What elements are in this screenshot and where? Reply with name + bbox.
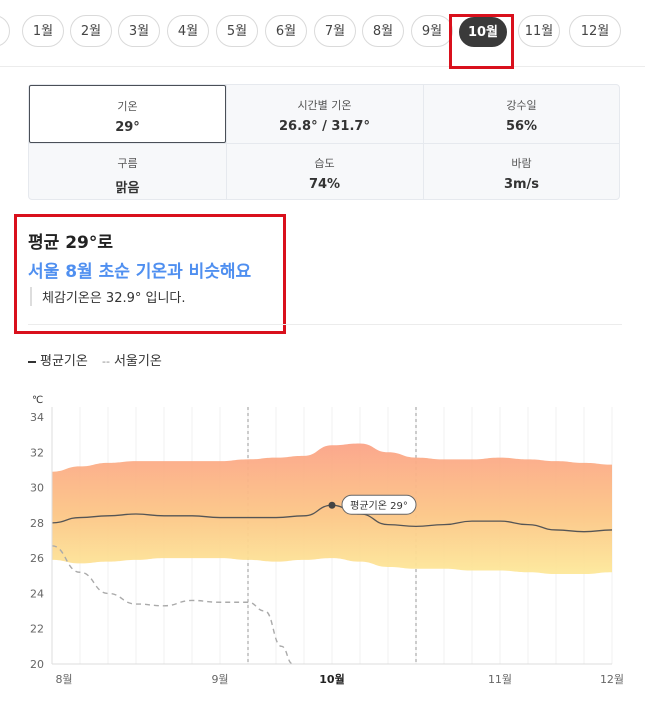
stat-label: 습도 [314,157,335,170]
month-tab-11[interactable]: 11월 [518,15,560,47]
stat-precipitation-days[interactable]: 강수일 56% [423,85,620,143]
stat-label: 구름 [117,157,138,170]
y-tick-label: 32 [30,446,44,459]
month-tab-6[interactable]: 6월 [265,15,307,47]
average-temp-marker [328,501,336,509]
stat-value: 74% [308,177,341,192]
month-tab-5[interactable]: 5월 [216,15,258,47]
legend-avg[interactable]: 평균기온 [28,350,88,369]
month-tab-12[interactable]: 12월 [569,15,621,47]
grid-divider-v2 [423,85,424,199]
stat-label: 기온 [117,100,138,113]
y-tick-label: 24 [30,587,44,600]
x-tick-label: 8월 [55,673,72,686]
tooltip-box [341,494,417,515]
comparison-heading: 서울 8월 초순 기온과 비슷해요 [28,262,252,282]
stat-wind[interactable]: 바람 3m/s [423,143,620,201]
legend-seoul[interactable]: -- 서울기온 [102,350,162,369]
stat-label: 바람 [511,157,532,170]
tooltip-label: 평균기온 29° [350,500,408,512]
month-tab-9[interactable]: 9월 [411,15,453,47]
y-tick-label: 22 [30,623,44,636]
y-tick-label: 28 [30,517,44,530]
section-divider [28,324,622,325]
feels-like-text: 체감기온은 32.9° 입니다. [30,287,186,306]
month-tab-1[interactable]: 1월 [22,15,64,47]
stat-value: 29° [115,120,140,135]
temperature-range-band [52,443,612,575]
y-tick-label: 26 [30,552,44,565]
grid-divider-h [29,143,619,144]
legend-seoul-label: 서울기온 [113,354,162,369]
month-tab-7[interactable]: 7월 [314,15,356,47]
weather-stats-grid: 기온 29° 시간별 기온 26.8° / 31.7° 강수일 56% 구름 맑… [28,84,620,200]
month-tab-4[interactable]: 4월 [167,15,209,47]
x-tick-label: 11월 [488,673,512,686]
y-tick-label: 20 [30,658,44,671]
x-tick-label: 10월 [319,672,344,686]
stat-value: 맑음 [115,181,140,196]
month-tab-3[interactable]: 3월 [118,15,160,47]
y-axis-unit: ℃ [32,395,43,406]
seoul-temp-line [51,545,294,665]
stat-value: 26.8° / 31.7° [279,119,370,134]
stat-label: 시간별 기온 [297,99,352,112]
stat-hourly-temperature[interactable]: 시간별 기온 26.8° / 31.7° [226,85,423,143]
month-tab-10[interactable]: 10월 [459,17,507,47]
x-tick-label: 12월 [600,673,624,686]
comparison-headline: 평균 29°로 서울 8월 초순 기온과 비슷해요 [28,228,251,282]
stat-cloud[interactable]: 구름 맑음 [29,143,226,201]
month-tab-2[interactable]: 2월 [70,15,112,47]
x-tick-label: 9월 [211,673,228,686]
dashed-line-icon: -- [101,355,110,368]
stat-value: 3m/s [503,177,540,192]
marker-tooltip: 평균기온 29° [341,494,417,515]
grid-divider-v1 [226,85,227,199]
stat-label: 강수일 [506,99,537,112]
y-tick-label: 34 [30,411,44,424]
stat-humidity[interactable]: 습도 74% [226,143,423,201]
stat-temperature[interactable]: 기온 29° [29,85,226,143]
chart-legend: 평균기온 -- 서울기온 [28,350,172,369]
solid-line-icon [28,360,36,363]
stat-value: 56% [505,119,538,134]
month-tab-prev[interactable]: 월 [0,15,10,47]
legend-avg-label: 평균기온 [40,354,88,369]
month-tab-8[interactable]: 8월 [362,15,404,47]
temperature-chart: ℃ 34 32 30 28 26 24 22 20 8월 9월 10월 11월 12월 평균기온 29° [30,395,624,686]
y-tick-label: 30 [30,482,44,495]
average-temp-heading: 평균 29°로 [28,233,113,253]
